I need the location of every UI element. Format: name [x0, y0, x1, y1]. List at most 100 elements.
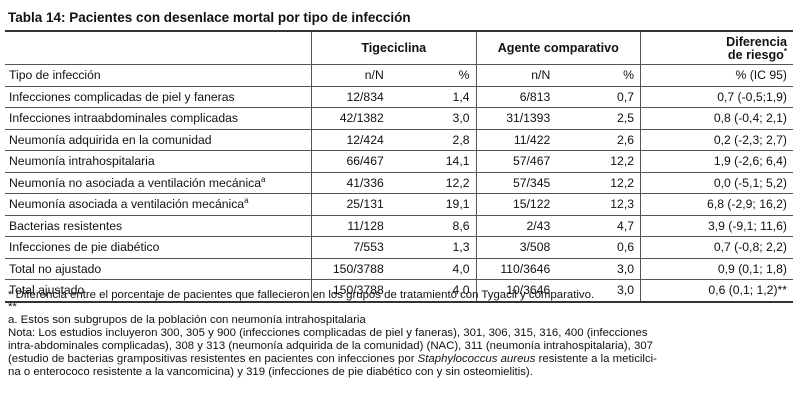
note-line3: (estudio de bacterias grampositivas resi…	[8, 353, 796, 366]
cell-d: 0,6 (0,1; 1,2)**	[640, 279, 793, 303]
cell-n1-text: 25/131	[346, 197, 384, 212]
cell-n1: 42/1382	[310, 107, 394, 129]
cell-n1: 12/424	[310, 128, 394, 151]
cell-p1: 1,3	[393, 236, 476, 258]
cell-n1-text: 12/424	[346, 132, 384, 147]
cell-p2-text: 2,5	[617, 111, 634, 126]
note-line3-a: (estudio de bacterias grampositivas resi…	[8, 353, 418, 365]
cell-p2: 0,6	[558, 236, 641, 258]
header-diferencia: Diferencia de riesgo*	[640, 30, 793, 65]
cell-n1-text: 150/3788	[332, 261, 384, 276]
cell-d: 0,7 (-0,8; 2,2)	[640, 236, 793, 258]
cell-n2: 2/43	[475, 214, 559, 237]
cell-d: 6,8 (-2,9; 16,2)	[640, 193, 793, 215]
cell-n2-text: 3/508	[519, 240, 551, 255]
cell-n2-text: 6/813	[519, 89, 551, 104]
cell-p1: 8,6	[393, 214, 476, 237]
cell-p1-text: 12,2	[445, 175, 470, 190]
cell-p1-text: 4,0	[452, 261, 470, 276]
cell-p2: 3,0	[558, 257, 641, 280]
cell-d-text: 0,2 (-2,3; 2,7)	[713, 132, 787, 147]
cell-type: Neumonía adquirida en la comunidad	[5, 128, 312, 151]
cell-d-text: 1,9 (-2,6; 6,4)	[713, 154, 787, 169]
empty-header-cell	[5, 30, 312, 65]
cell-type-text: Neumonía no asociada a ventilación mecán…	[9, 175, 262, 190]
cell-p2: 12,2	[558, 171, 641, 194]
cell-n1-text: 66/467	[346, 154, 384, 169]
cell-type: Bacterias resistentes	[5, 214, 312, 237]
cell-p2-text: 3,0	[617, 283, 634, 298]
cell-type: Total no ajustado	[5, 257, 312, 280]
header-tigeciclina: Tigeciclina	[311, 30, 476, 65]
cell-n2-text: 57/467	[512, 154, 551, 169]
table-row: Neumonía intrahospitalaria 66/467 14,1 57/4…	[5, 150, 793, 172]
cell-type-text: Total no ajustado	[9, 261, 102, 276]
table-row: Neumonía no asociada a ventilación mecán…	[5, 171, 793, 194]
cell-p2-text: 3,0	[617, 261, 634, 276]
cell-d-text: 0,6 (0,1; 1,2)**	[708, 283, 787, 298]
cell-d-text: 0,0 (-5,1; 5,2)	[713, 175, 787, 190]
cell-d-text: 0,9 (0,1; 1,8)	[717, 261, 787, 276]
cell-n1: 12/834	[310, 85, 394, 108]
header-comparativo: Agente comparativo	[475, 30, 641, 65]
cell-type-text: Bacterias resistentes	[9, 218, 123, 233]
table-title: Tabla 14: Pacientes con desenlace mortal…	[8, 10, 411, 25]
cell-n1: 25/131	[310, 193, 394, 215]
cell-n2-text: 10/3646	[506, 283, 551, 298]
cell-n1: 150/3788	[310, 279, 394, 303]
footnotes: * Diferencia entre el porcentaje de paci…	[8, 289, 796, 379]
cell-p1: 14,1	[393, 150, 476, 172]
cell-d-text: 3,9 (-9,1; 11,6)	[707, 218, 787, 233]
cell-type: Neumonía asociada a ventilación mecánica…	[5, 193, 312, 215]
diff-line1: Diferencia	[726, 35, 787, 49]
cell-n1-text: 11/128	[347, 218, 384, 233]
p2-label: %	[558, 64, 641, 86]
note-a: a. Estos son subgrupos de la población c…	[8, 314, 366, 326]
cell-p1: 1,4	[393, 85, 476, 108]
cell-p2: 2,6	[558, 128, 641, 151]
cell-d: 0,0 (-5,1; 5,2)	[640, 171, 793, 194]
cell-n1: 66/467	[310, 150, 394, 172]
cell-n2-text: 15/122	[512, 197, 551, 212]
cell-n2: 31/1393	[475, 107, 559, 129]
cell-d-text: 0,8 (-0,4; 2,1)	[713, 111, 787, 126]
cell-p1: 19,1	[393, 193, 476, 215]
cell-p1: 2,8	[393, 128, 476, 151]
cell-p1-text: 1,3	[452, 240, 470, 255]
n2-label: n/N	[475, 64, 559, 86]
cell-n2: 110/3646	[475, 257, 559, 280]
cell-p2: 0,7	[558, 85, 641, 108]
cell-n2-text: 2/43	[526, 218, 551, 233]
table-row: Bacterias resistentes 11/128 8,6 2/43 4,7 3,9…	[5, 214, 793, 237]
cell-type-text: Infecciones intraabdominales complicadas	[9, 111, 238, 126]
table-subheader: Tipo de infección n/N % n/N % % (IC 95)	[5, 64, 793, 86]
note-line1: Nota: Los estudios incluyeron 300, 305 y…	[8, 327, 648, 339]
cell-p1: 4,0	[393, 257, 476, 280]
cell-p2: 12,3	[558, 193, 641, 215]
note-line3-c: resistente a la meticilci-	[535, 353, 657, 365]
cell-p1-text: 1,4	[452, 89, 470, 104]
cell-type-text: Neumonía adquirida en la comunidad	[9, 132, 212, 147]
cell-n2: 57/467	[475, 150, 559, 172]
cell-p2: 12,2	[558, 150, 641, 172]
cell-d-text: 0,7 (-0,5;1,9)	[717, 89, 787, 104]
cell-p1: 4,0	[393, 279, 476, 303]
table-group-header: Tigeciclina Agente comparativo Diferenci…	[5, 30, 793, 65]
cell-n1-text: 12/834	[346, 89, 384, 104]
cell-p1-text: 2,8	[452, 132, 470, 147]
cell-d: 0,9 (0,1; 1,8)	[640, 257, 793, 280]
cell-p1-text: 4,0	[452, 283, 470, 298]
cell-p2-text: 12,3	[610, 197, 634, 212]
cell-type: Neumonía intrahospitalaria	[5, 150, 312, 172]
cell-p2: 4,7	[558, 214, 641, 237]
cell-p2: 2,5	[558, 107, 641, 129]
cell-n1: 41/336	[310, 171, 394, 194]
cell-p2-text: 0,7	[617, 89, 634, 104]
cell-type: Infecciones complicadas de piel y fanera…	[5, 85, 312, 108]
note-line3-species: Staphylococcus aureus	[417, 353, 536, 365]
d-label: % (IC 95)	[640, 64, 793, 86]
cell-d: 0,7 (-0,5;1,9)	[640, 85, 793, 108]
cell-n2: 6/813	[475, 85, 559, 108]
cell-d-text: 6,8 (-2,9; 16,2)	[707, 197, 787, 212]
cell-type-text: Neumonía asociada a ventilación mecánica	[9, 197, 245, 212]
